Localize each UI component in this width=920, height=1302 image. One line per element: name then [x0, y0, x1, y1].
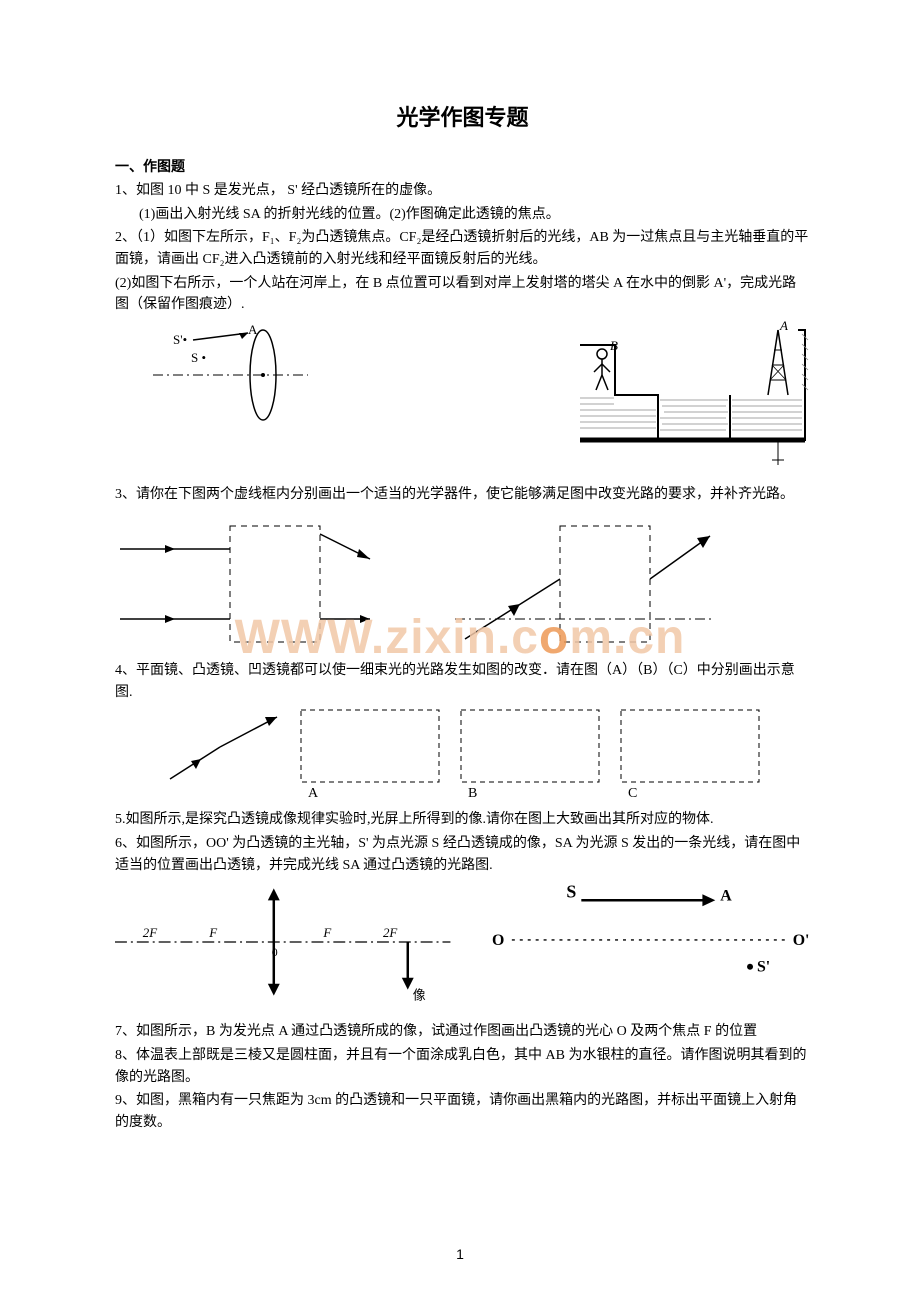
svg-text:A: A [721, 888, 733, 905]
svg-text:F: F [322, 926, 331, 940]
q3: 3、请你在下图两个虚线框内分别画出一个适当的光学器件，使它能够满足图中改变光路的… [115, 484, 810, 506]
q5: 5.如图所示,是探究凸透镜成像规律实验时,光屏上所得到的像.请你在图上大致画出其… [115, 809, 810, 831]
svg-text:像: 像 [413, 989, 426, 1003]
page-content: 光学作图专题 一、作图题 1、如图 10 中 S 是发光点， S' 经凸透镜所在… [0, 0, 920, 1176]
q2-b: (2)如图下右所示，一个人站在河岸上，在 B 点位置可以看到对岸上发射塔的塔尖 … [115, 273, 810, 316]
svg-text:O: O [492, 932, 504, 949]
svg-text:2F: 2F [383, 926, 397, 940]
svg-text:B: B [468, 786, 477, 799]
fig-q4-a: A [300, 709, 440, 799]
q2-a: 2、（1）如图下左所示，F₁、F₂为凸透镜焦点。CF₂是经凸透镜折射后的光线，A… [115, 227, 810, 270]
row-q1q2-figs: S'• A S • [115, 320, 810, 470]
row-q4-figs: A B C [115, 709, 810, 799]
q4: 4、平面镜、凸透镜、凹透镜都可以使一细束光的光路发生如图的改变．请在图（A）（B… [115, 660, 810, 703]
svg-text:2F: 2F [143, 926, 157, 940]
q7: 7、如图所示，B 为发光点 A 通过凸透镜所成的像，试通过作图画出凸透镜的光心 … [115, 1021, 810, 1043]
svg-text:S': S' [757, 959, 770, 976]
q1-sub: (1)画出入射光线 SA 的折射光线的位置。(2)作图确定此透镜的焦点。 [115, 204, 810, 226]
fig-q4-left [165, 709, 280, 799]
page-number: 1 [456, 1246, 464, 1262]
svg-text:A: A [308, 786, 319, 799]
svg-text:O': O' [793, 932, 810, 949]
svg-text:A: A [779, 320, 788, 333]
svg-text:S: S [567, 882, 577, 901]
svg-text:C: C [628, 786, 637, 799]
fig-q3-right [455, 524, 715, 644]
row-q5q6-figs: 2F F 0 F 2F 像 S A O O' S' [115, 882, 810, 1007]
fig-q1-lens: S'• A S • [153, 320, 313, 435]
svg-text:0: 0 [272, 945, 278, 959]
fig-q4-b: B [460, 709, 600, 799]
q1-main: 1、如图 10 中 S 是发光点， S' 经凸透镜所在的虚像。 [115, 180, 810, 202]
fig-q2b-reflection: B A [580, 320, 810, 470]
svg-text:B: B [610, 338, 618, 353]
q8: 8、体温表上部既是三棱又是圆柱面，并且有一个面涂成乳白色，其中 AB 为水银柱的… [115, 1045, 810, 1088]
q6: 6、如图所示，OO' 为凸透镜的主光轴，S' 为点光源 S 经凸透镜成的像，SA… [115, 833, 810, 876]
section-heading: 一、作图题 [115, 156, 810, 176]
q9: 9、如图，黑箱内有一只焦距为 3cm 的凸透镜和一只平面镜，请你画出黑箱内的光路… [115, 1090, 810, 1133]
fig-q3-left [115, 524, 375, 644]
svg-text:S'•: S'• [173, 332, 187, 347]
page-title: 光学作图专题 [115, 100, 810, 132]
fig-q5-lens-image: 2F F 0 F 2F 像 [115, 882, 452, 1007]
svg-text:S •: S • [191, 350, 206, 365]
fig-q6-SA: S A O O' S' [492, 882, 810, 987]
row-q3-figs [115, 524, 810, 644]
svg-text:F: F [208, 926, 217, 940]
fig-q4-c: C [620, 709, 760, 799]
